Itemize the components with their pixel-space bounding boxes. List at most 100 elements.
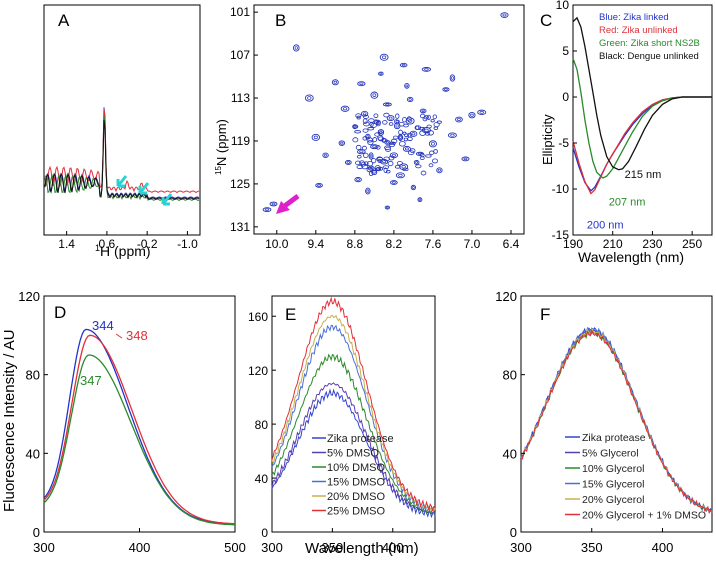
panel-b-peak	[371, 157, 377, 164]
panel-b-ylabel-main: N (ppm)	[214, 119, 229, 166]
panel-b-peak-core	[470, 113, 474, 117]
panel-b-peak	[430, 119, 435, 123]
panel-b-peak	[387, 160, 394, 167]
panel-b-peak	[338, 140, 346, 146]
panel-f-xtick-label: 300	[510, 540, 532, 555]
panel-b-peak	[385, 169, 391, 174]
panel-b-peak	[407, 136, 413, 142]
panel-a-series-black	[44, 119, 200, 200]
panel-c-xtick-label: 190	[563, 237, 583, 251]
panel-c: C Ellipticity Wavelength (nm) 190 210 230 2…	[540, 0, 713, 265]
panel-b-peak	[429, 150, 435, 155]
panel-f-xtick-label: 350	[581, 540, 603, 555]
panel-b-peak	[383, 156, 390, 162]
panel-b-peak	[375, 145, 381, 150]
panel-b-peak	[424, 131, 431, 136]
panel-d-annotation: 348	[126, 328, 148, 343]
panel-b-peak	[404, 83, 410, 89]
panel-b-peak	[399, 163, 409, 171]
panel-b-xtick-label: 6.4	[503, 237, 520, 251]
panel-e: E Wavelength (nm) 300 350 400 0 40 80 120 160 Z…	[248, 295, 436, 557]
panel-f-ytick-label: 40	[503, 446, 517, 461]
panel-b-peak-core	[356, 178, 360, 181]
panel-e-legend-entry: 5% DMSO	[327, 448, 379, 460]
panel-b-peak	[384, 146, 392, 152]
panel-b-peak-core	[379, 130, 383, 135]
panel-b-xtick-label: 8.8	[346, 237, 363, 251]
panel-c-legend-entry: Green: Zika short NS2B	[599, 38, 700, 49]
panel-a-xtick-label: -1.0	[177, 237, 198, 251]
panel-c-legend-entry: Blue: Zika linked	[599, 12, 669, 23]
panel-c-xtick-label: 250	[682, 237, 702, 251]
panel-c-series-line	[572, 16, 712, 171]
panel-b-peak	[449, 74, 456, 82]
panel-b-peak-core	[401, 63, 406, 67]
panel-b-peak	[399, 140, 406, 147]
panel-b-peak-core	[385, 141, 389, 144]
panel-c-series-line	[572, 58, 712, 179]
panel-b-peak-core	[404, 147, 409, 151]
panel-c-ytick-label: -5	[558, 136, 569, 150]
panel-b-peak	[432, 114, 437, 120]
panel-f-legend-entry: 10% Glycerol	[582, 463, 644, 475]
panel-a-xlabel-sup: 1	[95, 243, 100, 253]
panel-f-ytick-label: 80	[503, 368, 517, 383]
panel-b-ytick-label: 113	[231, 91, 250, 105]
panel-b-peak-core	[502, 13, 507, 17]
panel-b-xtick-label: 8.2	[386, 237, 403, 251]
panel-b-peak	[395, 172, 405, 179]
panel-b-xtick-label: 9.4	[307, 237, 324, 251]
panel-b-peak-core	[382, 160, 387, 164]
panel-e-series-line	[271, 382, 436, 515]
panel-e-legend-entry: 25% DMSO	[327, 506, 386, 518]
panel-b-peak	[461, 156, 470, 162]
panel-b-peak-core	[399, 135, 402, 140]
panel-d-series-line	[43, 334, 236, 525]
panel-a-frame	[43, 4, 201, 236]
panel-b-peak-core	[408, 98, 412, 101]
panel-b-peak-core	[398, 173, 403, 177]
panel-b-peak-core	[271, 202, 276, 206]
panel-e-series-line	[271, 314, 436, 513]
panel-e-ytick-label: 120	[248, 364, 268, 378]
panel-b-peak	[407, 132, 412, 138]
panel-c-annotation: 207 nm	[609, 197, 646, 209]
panel-a-arrow-icon	[138, 182, 150, 195]
panel-c-xtick-label: 230	[642, 237, 662, 251]
panel-e-xtick-label: 400	[382, 540, 404, 555]
panel-c-annotation: 200 nm	[587, 220, 624, 232]
panel-a-xtick-label: -0.2	[137, 237, 158, 251]
panel-a-arrow-icon	[116, 175, 128, 188]
panel-b-peak	[410, 184, 417, 191]
panel-b-peak	[447, 132, 457, 139]
panel-b-peak	[426, 114, 431, 120]
panel-b-peak	[373, 113, 379, 118]
panel-b-peak	[396, 161, 403, 166]
panel-b-peak	[390, 180, 398, 185]
panel-b-peak	[415, 151, 424, 156]
panel-e-xlabel: Wavelength (nm)	[305, 540, 419, 557]
panel-d-letter: D	[54, 303, 66, 322]
panel-b-peak	[426, 124, 432, 129]
panel-b-peak-core	[411, 132, 416, 136]
panel-b-peak	[442, 87, 450, 92]
panel-d-ytick-label: 0	[33, 525, 40, 540]
panel-b-peak	[368, 118, 375, 123]
panel-b-ytick-label: 107	[230, 48, 250, 62]
panel-b-peak	[392, 135, 399, 140]
panel-b-peak-core	[366, 189, 370, 193]
panel-b-peak	[374, 132, 381, 137]
panel-b-peak-core	[362, 112, 367, 116]
panel-b-peak	[315, 182, 323, 188]
panel-a-xtick-label: 0.6	[99, 237, 116, 251]
panel-a-arrow-icon	[161, 193, 173, 206]
panel-c-legend-entry: Black: Dengue unlinked	[599, 51, 699, 62]
panel-f-legend-entry: 20% Glycerol	[582, 494, 644, 506]
panel-c-ytick-label: 10	[556, 0, 570, 12]
panel-b-peak	[381, 138, 388, 143]
panel-b-peak	[362, 128, 369, 133]
panel-b-peak	[409, 130, 418, 137]
panel-b-peak	[322, 152, 329, 158]
panel-b-peak	[477, 109, 487, 116]
panel-d-ytick-label: 40	[26, 446, 40, 461]
